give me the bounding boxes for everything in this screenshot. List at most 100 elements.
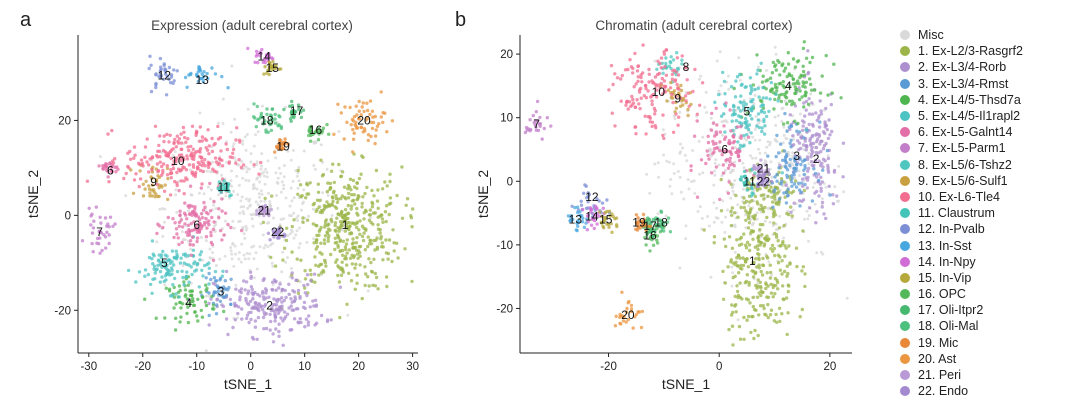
data-point <box>653 75 658 79</box>
data-point <box>815 175 819 179</box>
data-point <box>207 261 211 265</box>
data-point <box>727 141 731 145</box>
data-point <box>585 217 589 221</box>
data-point <box>729 85 734 89</box>
data-point <box>177 224 181 228</box>
data-point <box>344 216 349 221</box>
data-point <box>158 280 162 284</box>
data-point <box>329 252 333 257</box>
data-point <box>220 164 225 168</box>
data-point <box>186 223 191 227</box>
x-tick-label: 10 <box>298 361 311 373</box>
x-tick-label: -20 <box>600 361 617 373</box>
data-point <box>686 113 690 118</box>
data-point <box>727 235 732 239</box>
data-point <box>384 251 389 255</box>
data-point <box>114 170 118 174</box>
data-point <box>580 220 585 224</box>
data-point <box>372 257 376 261</box>
data-point <box>789 138 793 142</box>
data-point <box>781 122 786 126</box>
data-point <box>816 137 820 141</box>
legend-item: 22. Endo <box>900 383 1085 399</box>
data-point <box>650 99 654 103</box>
data-point <box>368 213 373 217</box>
data-point <box>699 158 704 162</box>
data-point <box>187 233 192 237</box>
data-point <box>356 196 360 201</box>
data-point <box>165 173 170 177</box>
data-point <box>760 233 764 237</box>
data-point <box>783 94 788 99</box>
data-point <box>751 261 755 265</box>
data-point <box>89 223 93 227</box>
data-point <box>203 157 207 162</box>
data-point <box>221 97 225 101</box>
data-point <box>705 149 709 153</box>
data-point <box>103 165 108 169</box>
data-point <box>325 167 329 171</box>
data-point <box>211 227 216 232</box>
data-point <box>262 170 266 174</box>
data-point <box>796 121 800 126</box>
data-point <box>722 79 727 84</box>
data-point <box>216 121 220 125</box>
data-point <box>752 163 756 168</box>
data-point <box>739 235 744 240</box>
data-point <box>751 156 754 160</box>
data-point <box>204 276 208 280</box>
data-point <box>761 208 765 212</box>
data-point <box>323 260 328 265</box>
data-point <box>728 159 732 164</box>
data-point <box>158 263 162 267</box>
data-point <box>245 251 249 255</box>
data-point <box>276 235 281 240</box>
data-point <box>658 85 662 90</box>
data-point <box>318 198 322 203</box>
data-point <box>251 115 256 119</box>
data-point <box>586 194 590 199</box>
data-point <box>674 106 679 111</box>
data-point <box>203 164 207 168</box>
data-point <box>159 173 164 177</box>
data-point <box>171 163 175 167</box>
data-point <box>729 223 734 228</box>
data-point <box>90 231 95 235</box>
data-point <box>744 179 749 183</box>
data-point <box>245 227 249 230</box>
cluster-label: 18 <box>654 216 668 230</box>
data-point <box>751 304 755 309</box>
data-point <box>270 107 275 111</box>
data-point <box>778 268 783 272</box>
data-point <box>234 283 238 287</box>
data-point <box>259 304 264 308</box>
data-point <box>279 67 283 71</box>
data-point <box>307 214 311 218</box>
cluster-label: 7 <box>96 225 103 239</box>
data-point <box>751 295 755 300</box>
data-point <box>278 229 282 233</box>
legend-item: 16. OPC <box>900 286 1085 302</box>
data-point <box>354 104 358 108</box>
legend-item: 6. Ex-L5-Galnt14 <box>900 124 1085 140</box>
cluster-label: 2 <box>266 299 273 313</box>
data-point <box>244 165 248 169</box>
data-point <box>832 62 836 66</box>
data-point <box>800 95 804 99</box>
data-point <box>164 93 169 97</box>
data-point <box>204 239 208 243</box>
data-point <box>766 194 770 198</box>
data-point <box>743 260 748 264</box>
data-point <box>605 198 609 202</box>
data-point <box>578 213 582 218</box>
data-point <box>338 225 343 230</box>
data-point <box>317 264 321 268</box>
data-point <box>204 138 209 142</box>
data-point <box>262 121 266 125</box>
data-point <box>820 74 824 78</box>
data-point <box>736 215 740 219</box>
data-point <box>752 336 756 341</box>
data-point <box>347 271 351 275</box>
data-point <box>345 302 349 306</box>
data-point <box>801 143 806 147</box>
